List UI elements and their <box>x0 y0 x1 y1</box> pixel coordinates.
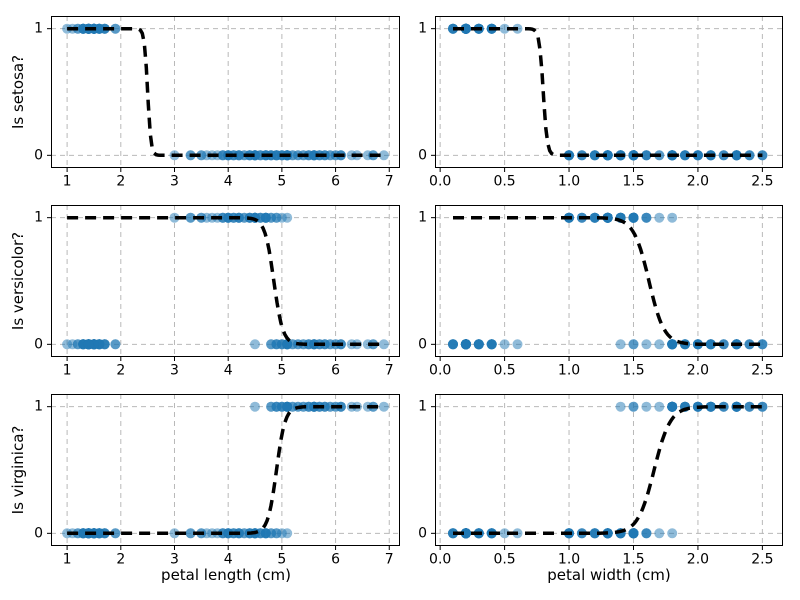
svg-text:0: 0 <box>34 147 43 163</box>
svg-text:5: 5 <box>277 552 286 568</box>
svg-text:1.0: 1.0 <box>558 363 580 379</box>
svg-text:0: 0 <box>34 336 43 352</box>
svg-text:1: 1 <box>63 174 72 190</box>
svg-text:2.0: 2.0 <box>687 552 709 568</box>
svg-text:0: 0 <box>418 336 427 352</box>
svg-text:1: 1 <box>34 399 43 415</box>
svg-text:1: 1 <box>418 210 427 226</box>
svg-text:0.0: 0.0 <box>429 174 451 190</box>
svg-text:4: 4 <box>224 174 233 190</box>
svg-text:1: 1 <box>63 363 72 379</box>
subplot-is-versicolor-vs-petal-length: 1 2 3 4 5 6 7 0 1 <box>34 205 400 379</box>
svg-text:2: 2 <box>116 174 125 190</box>
svg-text:3: 3 <box>170 552 179 568</box>
subplot-is-versicolor-vs-petal-width: 0.0 0.5 1.0 1.5 2.0 2.5 0 1 <box>418 205 783 379</box>
svg-text:7: 7 <box>385 363 394 379</box>
svg-text:1.5: 1.5 <box>622 174 644 190</box>
svg-text:7: 7 <box>385 552 394 568</box>
svg-text:1: 1 <box>418 399 427 415</box>
svg-text:0.5: 0.5 <box>493 174 515 190</box>
x-axis-label-petal-length: petal length (cm) <box>161 566 291 584</box>
svg-text:1: 1 <box>34 210 43 226</box>
svg-text:0: 0 <box>418 147 427 163</box>
svg-text:5: 5 <box>277 174 286 190</box>
y-axis-label-virginica: Is virginica? <box>9 425 27 515</box>
svg-text:2.0: 2.0 <box>687 363 709 379</box>
subplot-is-setosa-vs-petal-width: 0.0 0.5 1.0 1.5 2.0 2.5 0 1 <box>418 16 783 190</box>
svg-text:2.5: 2.5 <box>751 174 773 190</box>
x-axis-label-petal-width: petal width (cm) <box>547 566 671 584</box>
y-axis-label-setosa: Is setosa? <box>9 54 27 130</box>
svg-text:0: 0 <box>34 525 43 541</box>
svg-text:6: 6 <box>331 174 340 190</box>
svg-text:6: 6 <box>331 552 340 568</box>
svg-text:6: 6 <box>331 363 340 379</box>
svg-text:2: 2 <box>116 552 125 568</box>
svg-text:3: 3 <box>170 174 179 190</box>
svg-text:5: 5 <box>277 363 286 379</box>
svg-text:1.5: 1.5 <box>622 363 644 379</box>
svg-text:0.0: 0.0 <box>429 552 451 568</box>
svg-text:0.5: 0.5 <box>493 552 515 568</box>
svg-text:1: 1 <box>34 21 43 37</box>
svg-text:0: 0 <box>418 525 427 541</box>
svg-text:0.5: 0.5 <box>493 363 515 379</box>
svg-text:4: 4 <box>224 363 233 379</box>
svg-text:2.0: 2.0 <box>687 174 709 190</box>
svg-text:1.0: 1.0 <box>558 552 580 568</box>
svg-text:2.5: 2.5 <box>751 363 773 379</box>
subplot-is-virginica-vs-petal-width: 0.0 0.5 1.0 1.5 2.0 2.5 0 1 <box>418 394 783 568</box>
svg-text:4: 4 <box>224 552 233 568</box>
svg-text:1: 1 <box>418 21 427 37</box>
svg-text:2.5: 2.5 <box>751 552 773 568</box>
svg-text:1.5: 1.5 <box>622 552 644 568</box>
svg-text:1.0: 1.0 <box>558 174 580 190</box>
subplot-is-setosa-vs-petal-length: 1 2 3 4 5 6 7 0 1 <box>34 16 400 190</box>
svg-text:0.0: 0.0 <box>429 363 451 379</box>
subplot-is-virginica-vs-petal-length: 1 2 3 4 5 6 7 0 1 <box>34 394 400 568</box>
y-axis-label-versicolor: Is versicolor? <box>9 231 27 331</box>
svg-text:3: 3 <box>170 363 179 379</box>
svg-text:2: 2 <box>116 363 125 379</box>
svg-text:7: 7 <box>385 174 394 190</box>
svg-text:1: 1 <box>63 552 72 568</box>
